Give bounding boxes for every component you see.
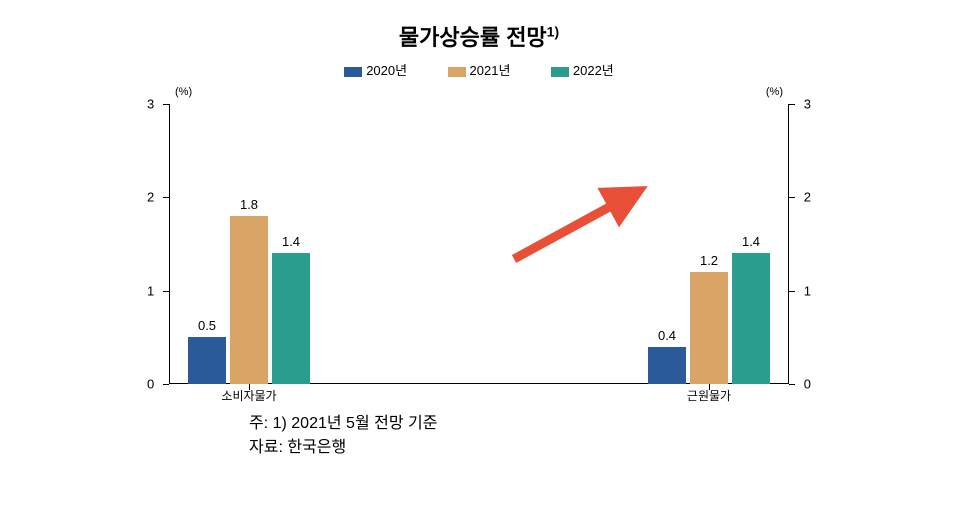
- y-tick-right: [789, 197, 795, 198]
- legend-swatch: [448, 67, 466, 77]
- y-tick-label-left: 3: [147, 97, 154, 112]
- footnote-line-1: 주: 1) 2021년 5월 전망 기준: [249, 412, 829, 436]
- bar: [230, 216, 268, 384]
- x-tick: [709, 384, 710, 390]
- bar-value-label: 0.4: [658, 328, 676, 343]
- y-tick-label-right: 1: [804, 283, 811, 298]
- plot-area: (%)(%)00112233소비자물가0.51.81.4근원물가0.41.21.…: [169, 84, 789, 404]
- bar: [188, 337, 226, 384]
- legend-item-2021: 2021년: [448, 60, 511, 79]
- y-tick-label-left: 2: [147, 190, 154, 205]
- legend-label: 2020년: [366, 63, 407, 78]
- y-tick-label-right: 0: [804, 377, 811, 392]
- title-sup: 1): [547, 24, 559, 40]
- y-unit-left: (%): [175, 86, 192, 98]
- y-tick-left: [163, 104, 169, 105]
- bar-value-label: 1.4: [742, 234, 760, 249]
- bar-value-label: 0.5: [198, 318, 216, 333]
- chart-title: 물가상승률 전망1): [129, 20, 829, 52]
- y-unit-right: (%): [766, 86, 783, 98]
- footnote: 주: 1) 2021년 5월 전망 기준 자료: 한국은행: [249, 412, 829, 460]
- y-tick-label-left: 0: [147, 377, 154, 392]
- y-axis-right: [788, 104, 789, 384]
- y-tick-label-left: 1: [147, 283, 154, 298]
- bar: [732, 253, 770, 384]
- y-tick-label-right: 3: [804, 97, 811, 112]
- y-tick-left: [163, 197, 169, 198]
- bar-value-label: 1.8: [240, 197, 258, 212]
- y-axis-left: [169, 104, 170, 384]
- legend-swatch: [344, 67, 362, 77]
- footnote-line-2: 자료: 한국은행: [249, 436, 829, 460]
- legend-item-2022: 2022년: [551, 60, 614, 79]
- bar-value-label: 1.4: [282, 234, 300, 249]
- title-text: 물가상승률 전망: [399, 25, 547, 50]
- bar: [648, 347, 686, 384]
- bar: [690, 272, 728, 384]
- bar-value-label: 1.2: [700, 253, 718, 268]
- y-tick-left: [163, 384, 169, 385]
- y-tick-right: [789, 291, 795, 292]
- bar: [272, 253, 310, 384]
- y-tick-label-right: 2: [804, 190, 811, 205]
- y-tick-left: [163, 291, 169, 292]
- y-tick-right: [789, 384, 795, 385]
- legend-label: 2022년: [573, 63, 614, 78]
- x-tick: [249, 384, 250, 390]
- y-tick-right: [789, 104, 795, 105]
- chart-container: 물가상승률 전망1) 2020년 2021년 2022년 (%) (%) 0 0 1 1 2…: [129, 20, 829, 460]
- legend-item-2020: 2020년: [344, 60, 407, 79]
- legend: 2020년 2021년 2022년: [129, 60, 829, 80]
- legend-label: 2021년: [470, 63, 511, 78]
- legend-swatch: [551, 67, 569, 77]
